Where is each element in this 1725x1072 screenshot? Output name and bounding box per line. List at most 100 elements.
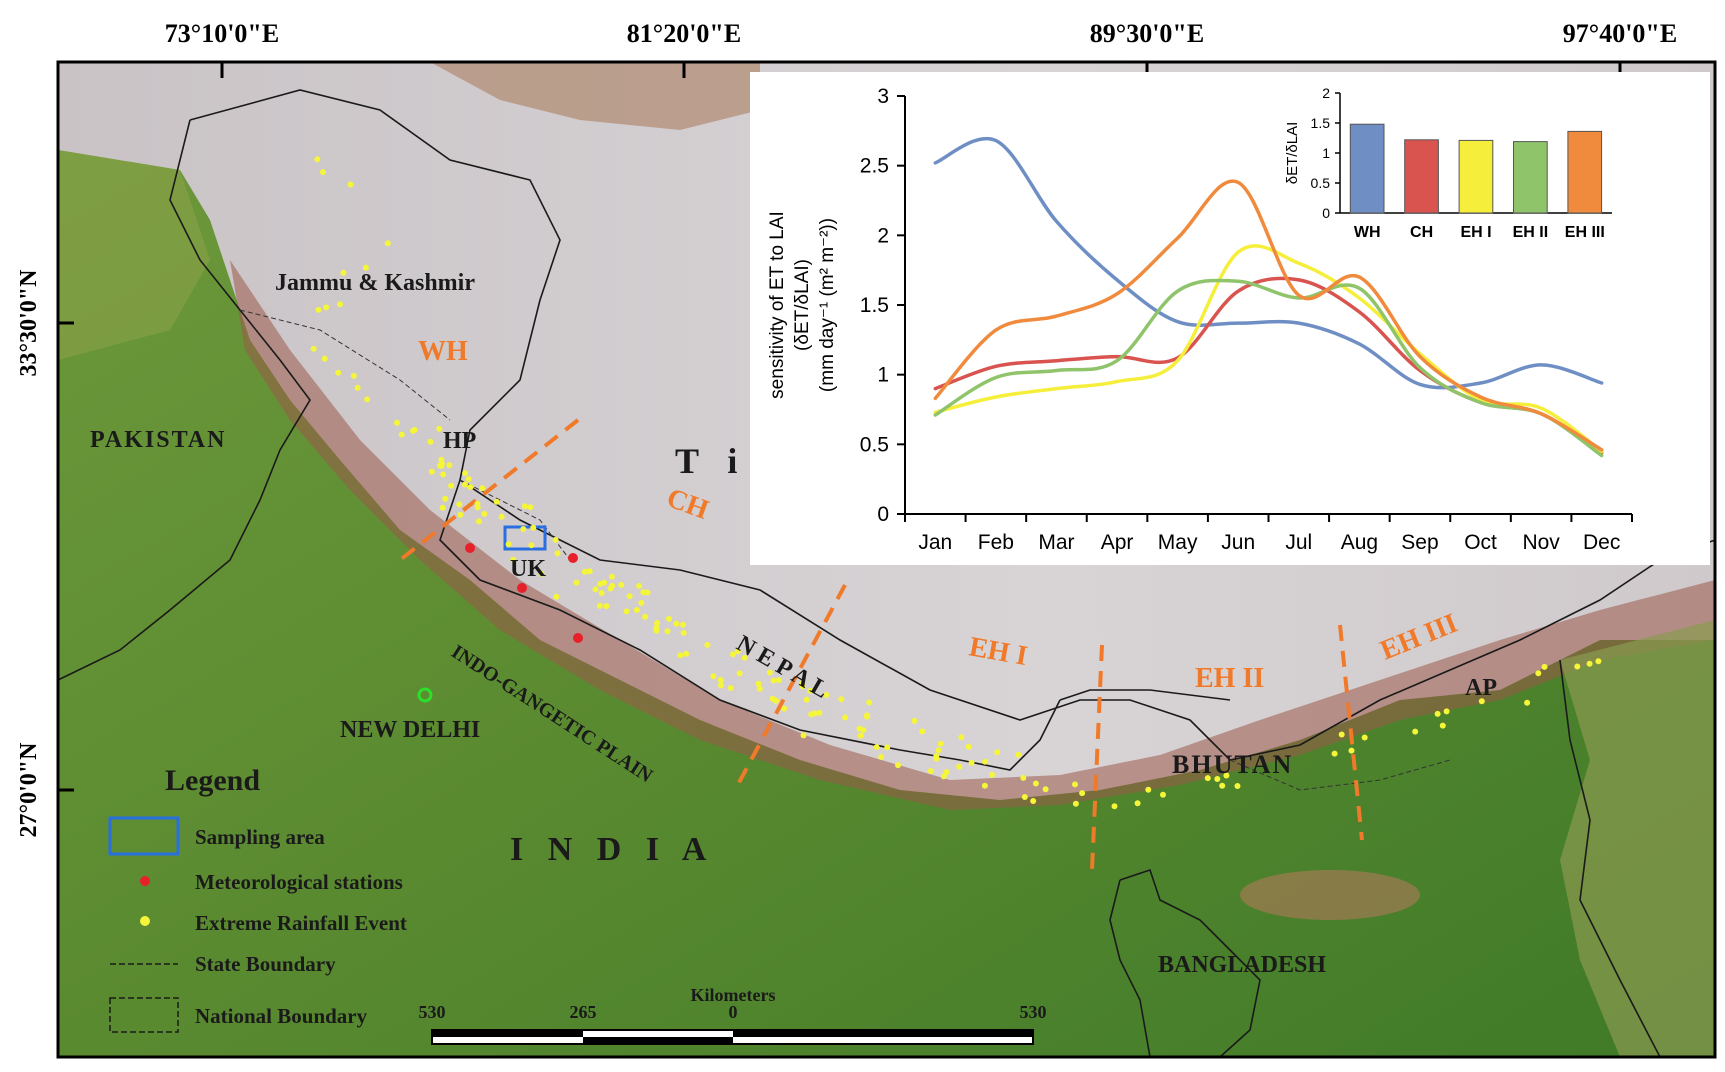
event-dot bbox=[527, 504, 534, 511]
event-dot bbox=[756, 685, 763, 692]
scale-bar: Kilometers 530 265 0 530 bbox=[419, 985, 1047, 1045]
event-dot bbox=[1145, 786, 1152, 793]
event-dot bbox=[704, 641, 711, 648]
blue-rect-icon bbox=[108, 816, 180, 856]
event-dot bbox=[476, 518, 482, 525]
event-dot bbox=[442, 495, 449, 502]
event-dot bbox=[310, 345, 317, 352]
place-label-jk: Jammu & Kashmir bbox=[275, 270, 475, 296]
event-dot bbox=[800, 732, 807, 739]
event-dot bbox=[608, 573, 615, 580]
y-tick-label: 0.5 bbox=[860, 433, 889, 456]
event-dot bbox=[1032, 780, 1039, 787]
place-label-uk: UK bbox=[510, 556, 546, 582]
bar-wh bbox=[1349, 123, 1385, 214]
event-dot bbox=[943, 769, 950, 776]
y-tick-label: 3 bbox=[877, 85, 889, 108]
event-dot bbox=[398, 431, 405, 438]
bar-ylabel: δET/δLAI bbox=[1284, 122, 1301, 185]
event-dot bbox=[654, 620, 661, 626]
event-dot bbox=[642, 613, 649, 620]
event-dot bbox=[981, 782, 988, 789]
bar-eh-ii bbox=[1513, 141, 1548, 214]
event-dot bbox=[816, 709, 823, 716]
event-dot bbox=[958, 734, 965, 741]
lon-label: 81°20'0"E bbox=[627, 19, 741, 48]
event-dot bbox=[895, 762, 901, 769]
x-tick-label: Apr bbox=[1101, 531, 1134, 554]
event-dot bbox=[364, 396, 371, 403]
event-dot bbox=[553, 593, 560, 600]
event-dot bbox=[520, 526, 527, 532]
event-dot bbox=[598, 590, 605, 596]
event-dot bbox=[462, 481, 468, 488]
event-dot bbox=[638, 599, 645, 606]
event-dot bbox=[1234, 783, 1241, 789]
event-dot bbox=[842, 714, 849, 721]
x-tick-label: Oct bbox=[1464, 531, 1497, 554]
event-dot bbox=[968, 759, 975, 766]
x-tick-label: Feb bbox=[978, 531, 1014, 554]
x-tick-label: Dec bbox=[1583, 531, 1620, 554]
event-dot bbox=[438, 460, 445, 467]
event-dot bbox=[314, 156, 321, 163]
x-tick-label: Jul bbox=[1285, 531, 1312, 554]
region-dividers bbox=[398, 418, 1364, 871]
event-dot bbox=[857, 732, 864, 739]
event-dot bbox=[479, 485, 486, 492]
event-dot bbox=[505, 541, 512, 548]
event-dot bbox=[448, 482, 455, 489]
event-dot bbox=[347, 181, 354, 188]
event-dot bbox=[866, 699, 873, 706]
legend-item-label: Extreme Rainfall Event bbox=[195, 911, 407, 935]
legend-title: Legend bbox=[165, 764, 260, 797]
y-tick-label: 1 bbox=[877, 364, 889, 387]
event-dot bbox=[803, 696, 810, 703]
event-dot bbox=[956, 763, 963, 770]
station-dot bbox=[465, 543, 475, 553]
event-dot bbox=[994, 749, 1001, 756]
event-dot bbox=[884, 744, 891, 751]
lat-label: 27°0'0"N bbox=[16, 742, 42, 838]
scale-unit: Kilometers bbox=[691, 985, 776, 1005]
x-tick-label: May bbox=[1158, 531, 1198, 554]
event-dot bbox=[573, 579, 580, 586]
event-dot bbox=[677, 652, 684, 659]
event-dot bbox=[350, 372, 357, 379]
ylabel-line: (mm day⁻¹ (m² m⁻²)) bbox=[817, 218, 838, 392]
event-dot bbox=[781, 705, 788, 712]
event-dot bbox=[1478, 698, 1485, 705]
event-dot bbox=[878, 754, 885, 760]
event-dot bbox=[321, 355, 328, 362]
station-dot bbox=[573, 633, 583, 643]
event-dot bbox=[1586, 660, 1593, 667]
bar-x-tick-label: CH bbox=[1410, 224, 1433, 241]
hill-patch bbox=[1240, 870, 1420, 920]
scale-label: 0 bbox=[729, 1002, 738, 1022]
region-label-eh2: EH II bbox=[1195, 663, 1264, 694]
event-dot bbox=[554, 550, 561, 557]
event-dot bbox=[1030, 798, 1037, 804]
event-dot bbox=[1015, 751, 1022, 758]
event-dot bbox=[1348, 747, 1355, 754]
event-dot bbox=[653, 627, 660, 634]
bar-eh-iii bbox=[1567, 130, 1603, 214]
dashed-rect-icon bbox=[109, 997, 179, 1033]
event-dot bbox=[439, 504, 446, 511]
bar-x-tick-label: EH I bbox=[1460, 224, 1491, 241]
event-dot bbox=[1434, 710, 1441, 717]
place-label-newdelhi: NEW DELHI bbox=[340, 717, 480, 743]
legend-item-label: National Boundary bbox=[195, 1004, 368, 1028]
x-tick-label: Mar bbox=[1038, 531, 1074, 554]
event-dot bbox=[856, 725, 863, 732]
new-delhi-marker bbox=[417, 687, 433, 703]
event-dot bbox=[799, 683, 806, 690]
place-label-india: I N D I A bbox=[510, 831, 714, 868]
scale-label: 530 bbox=[1020, 1002, 1047, 1022]
event-dot bbox=[811, 710, 818, 717]
bar-y-tick-label: 2 bbox=[1322, 85, 1330, 101]
event-dot bbox=[474, 504, 481, 511]
x-tick-label: Jun bbox=[1221, 531, 1255, 554]
